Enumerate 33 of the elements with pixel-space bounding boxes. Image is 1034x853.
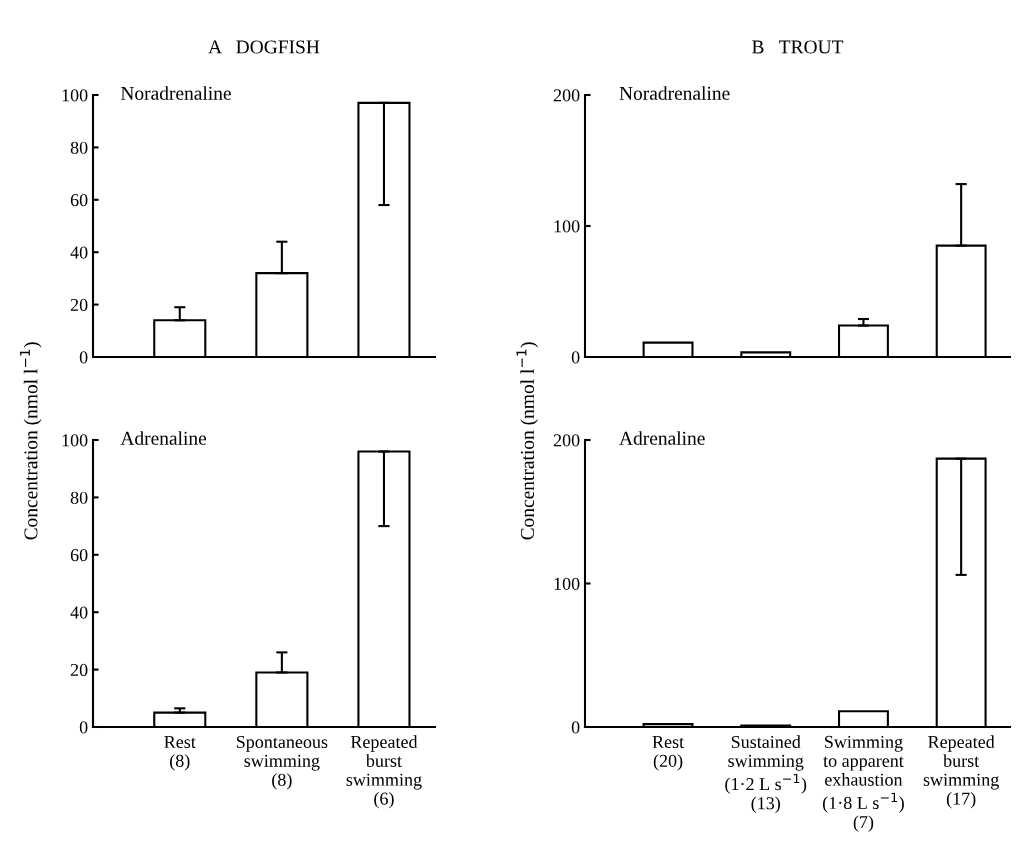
category-label: Swimming to apparent exhaustion (1·8 L s$^{−1}$) (7) [822, 735, 904, 832]
y-tick-label: 60 [70, 549, 88, 562]
y-tick-label: 40 [70, 606, 88, 619]
y-tick-label: 20 [70, 298, 88, 312]
y-tick-label: 0 [571, 351, 580, 364]
x-tick-label: Repeated burst swimming (6) [346, 735, 422, 809]
y-tick-label: 0 [79, 721, 88, 734]
y-tick-label: 80 [70, 141, 88, 154]
chart-title: B TROUT [752, 40, 844, 54]
y-tick-label: 20 [70, 663, 88, 677]
category-label: Sustained swimming (1·2 L s$^{−1}$) (13) [725, 735, 807, 813]
y-tick-label: 200 [553, 89, 580, 102]
chart-subtitle: Adrenaline [120, 431, 207, 445]
x-tick-label: Rest (8) [164, 736, 196, 771]
chart-title: A DOGFISH [208, 40, 320, 54]
x-tick-label: Spontaneous swimming (8) [236, 735, 328, 790]
y-tick-label: 100 [554, 577, 580, 590]
y-tick-label: 40 [70, 246, 88, 259]
chart-subtitle: Noradrenaline [619, 86, 730, 100]
chart-subtitle: Noradrenaline [120, 86, 231, 100]
y-tick-label: 80 [70, 491, 88, 504]
y-axis-title: Concentration (nmol l$^{−1}$) [516, 342, 538, 540]
y-tick-label: 60 [70, 194, 88, 207]
y-tick-label: 100 [62, 434, 88, 447]
y-tick-label: 200 [553, 434, 580, 447]
x-tick-label: Rest (20) [652, 736, 684, 771]
y-tick-label: 0 [79, 351, 88, 364]
y-tick-label: 100 [62, 89, 88, 102]
y-tick-label: 100 [554, 220, 580, 233]
x-tick-label: Repeated burst swimming (17) [923, 735, 999, 809]
y-axis-title: Concentration (nmol l$^{−1}$) [19, 342, 42, 540]
y-tick-label: 0 [571, 721, 580, 734]
chart-subtitle: Adrenaline [619, 431, 705, 445]
